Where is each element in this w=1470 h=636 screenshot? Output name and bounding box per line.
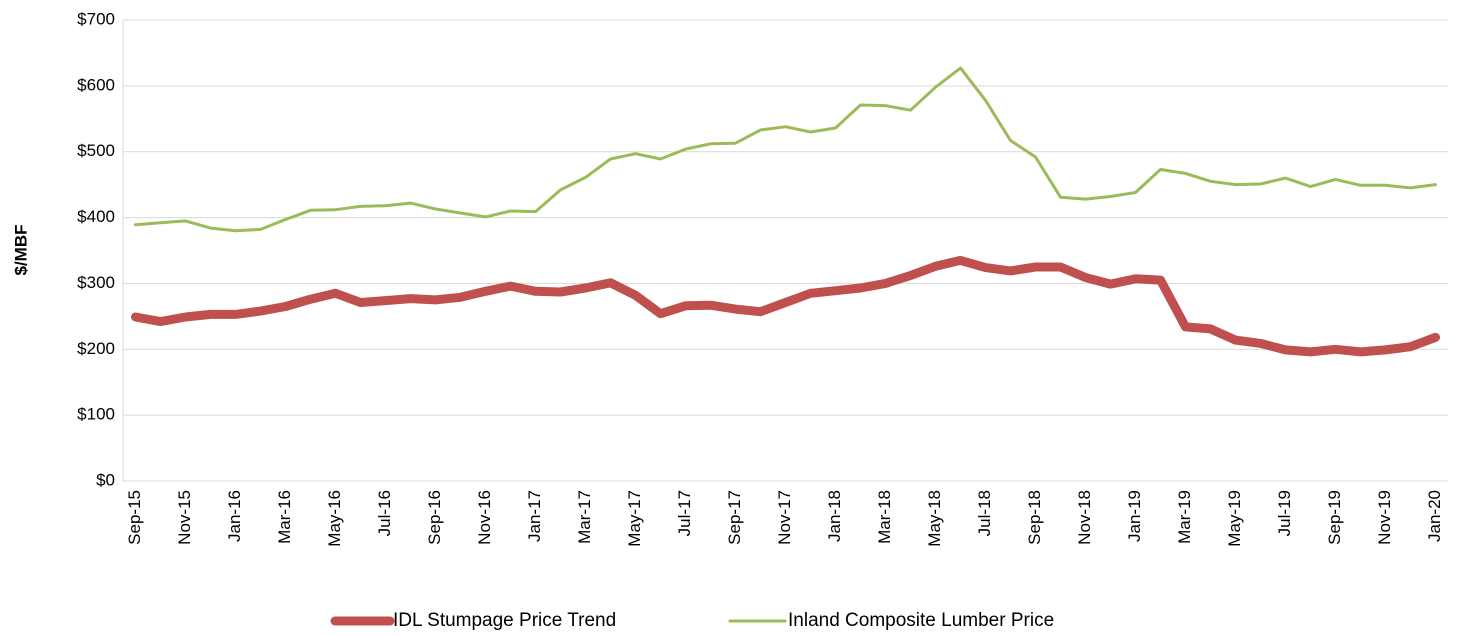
x-tick-label: Jul-18: [975, 490, 994, 536]
legend-label: Inland Composite Lumber Price: [788, 610, 1054, 631]
x-tick-label: Jan-20: [1425, 490, 1444, 542]
x-tick-label: Sep-15: [125, 490, 144, 545]
series-line: [131, 255, 1440, 357]
x-tick-label: Jul-19: [1275, 490, 1294, 536]
y-axis-label: $/MBF: [11, 225, 30, 276]
x-tick-label: Sep-17: [725, 490, 744, 545]
series-line: [134, 66, 1437, 233]
x-tick-label: Nov-16: [475, 490, 494, 545]
x-tick-label: Nov-19: [1375, 490, 1394, 545]
x-tick-label: Jan-16: [225, 490, 244, 542]
x-tick-label: Nov-17: [775, 490, 794, 545]
y-tick-label: $400: [77, 207, 115, 226]
x-tick-label: May-19: [1225, 490, 1244, 547]
x-tick-label: May-17: [625, 490, 644, 547]
x-tick-label: Sep-18: [1025, 490, 1044, 545]
x-tick-label: Mar-17: [575, 490, 594, 544]
x-tick-label: Sep-19: [1325, 490, 1344, 545]
y-tick-label: $300: [77, 273, 115, 292]
legend-label: IDL Stumpage Price Trend: [393, 610, 616, 631]
x-tick-label: Sep-16: [425, 490, 444, 545]
x-tick-label: Jul-17: [675, 490, 694, 536]
x-tick-label: Jan-18: [825, 490, 844, 542]
x-tick-label: Jan-17: [525, 490, 544, 542]
y-tick-label: $200: [77, 339, 115, 358]
y-tick-label: $500: [77, 141, 115, 160]
y-tick-label: $100: [77, 405, 115, 424]
x-tick-label: Mar-16: [275, 490, 294, 544]
x-tick-label: Nov-15: [175, 490, 194, 545]
x-tick-label: Nov-18: [1075, 490, 1094, 545]
x-tick-label: Mar-18: [875, 490, 894, 544]
y-tick-label: $700: [77, 9, 115, 28]
x-tick-label: May-16: [325, 490, 344, 547]
x-tick-label: Mar-19: [1175, 490, 1194, 544]
x-tick-label: Jan-19: [1125, 490, 1144, 542]
y-tick-label: $0: [96, 470, 115, 489]
x-tick-label: Jul-16: [375, 490, 394, 536]
y-tick-label: $600: [77, 75, 115, 94]
x-tick-label: May-18: [925, 490, 944, 547]
